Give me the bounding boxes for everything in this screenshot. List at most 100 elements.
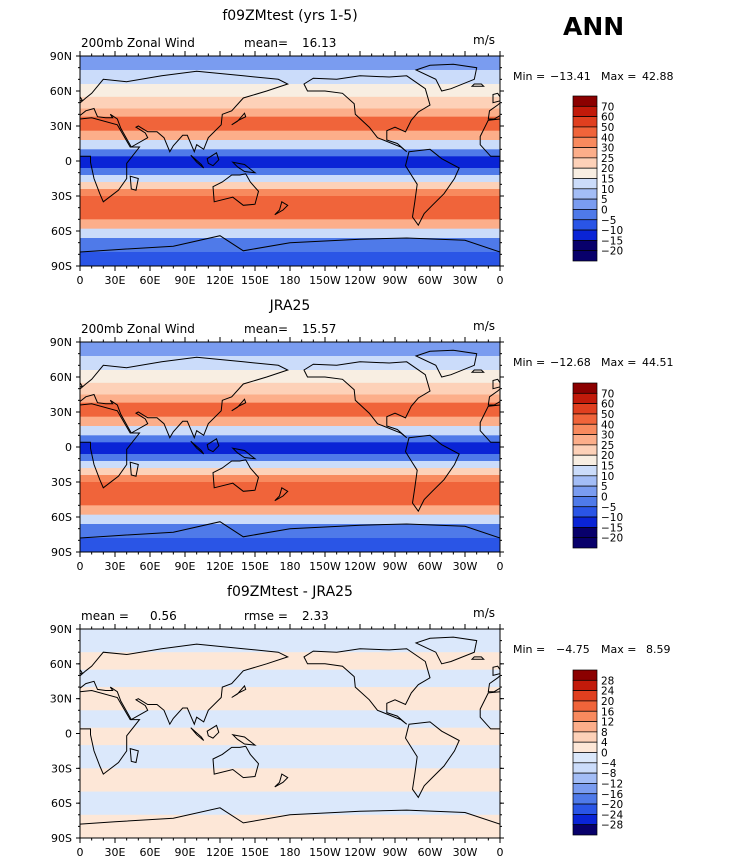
coastline-australia (212, 459, 260, 492)
panel2-band (80, 394, 500, 404)
panel3-min-label: Min = (513, 643, 546, 656)
panel3-band (80, 814, 500, 838)
colorbar-label: 20 (601, 163, 614, 175)
colorbar-label: −20 (601, 533, 623, 545)
coastline-greenland (414, 63, 478, 92)
lon-tick-label: 90E (175, 846, 196, 859)
colorbar-label: 40 (601, 419, 614, 431)
colorbar-label: 8 (601, 727, 608, 739)
panel3-map: 90N 60N 30N 0 30S 60S 90S 0 30E 60E 90E 120E 150E 180… (50, 623, 504, 859)
colorbar-box (572, 423, 598, 435)
coastline-africa (80, 403, 141, 489)
panel1-band (80, 96, 500, 109)
lon-tick-label: 0 (77, 274, 84, 287)
panel3-rmse-value: 2.33 (302, 609, 329, 623)
panel3-band (80, 791, 500, 816)
colorbar-box (572, 679, 598, 691)
panel1-max-label: Max = (601, 70, 637, 83)
panel1-field (80, 56, 500, 266)
panel2-band (80, 454, 500, 462)
panel1-band (80, 219, 500, 230)
lon-tick-label: 90W (383, 560, 408, 573)
lat-tick-label: 30N (50, 120, 72, 133)
lon-tick-label: 0 (497, 560, 504, 573)
panel1-map: 90N 60N 30N 0 30S 60S 90S 0 30E 60E 90E 120E 150E 180… (50, 50, 504, 287)
colorbar-label: 70 (601, 101, 614, 113)
lon-tick-label: 60E (140, 274, 161, 287)
colorbar-label: −10 (601, 512, 623, 524)
colorbar-label: 50 (601, 409, 614, 421)
lon-tick-label: 30E (105, 274, 126, 287)
colorbar-label: −10 (601, 225, 623, 237)
panel3-field (80, 629, 500, 838)
colorbar-label: −4 (601, 758, 617, 770)
panel1-max-value: 42.88 (642, 70, 674, 83)
lon-tick-label: 150W (309, 274, 341, 287)
colorbar-label: 28 (601, 675, 614, 687)
panel3-band (80, 669, 500, 688)
coastline-samerica (404, 721, 460, 799)
panel1-band (80, 130, 500, 141)
panel1-title: f09ZMtest (yrs 1-5) (222, 8, 358, 24)
colorbar-label: 24 (601, 686, 615, 698)
panel3-band (80, 629, 500, 653)
lat-tick-label: 90N (50, 50, 72, 63)
colorbar-box (572, 250, 598, 262)
panel2-variable-label: 200mb Zonal Wind (81, 322, 195, 336)
colorbar-label: 12 (601, 717, 614, 729)
colorbar-label: 10 (601, 184, 614, 196)
panel3-band (80, 745, 500, 769)
colorbar-box (572, 240, 598, 252)
panel2-mean-label: mean= (244, 322, 289, 336)
colorbar-label: 15 (601, 174, 614, 186)
lat-tick-label: 30N (50, 693, 72, 706)
coastline-eurasia (487, 102, 500, 120)
colorbar-box (572, 793, 598, 805)
colorbar-box (572, 167, 598, 179)
colorbar-label: 16 (601, 706, 615, 718)
panel2-band (80, 435, 500, 443)
colorbar-box (572, 485, 598, 497)
season-label: ANN (563, 12, 625, 41)
lon-tick-label: 60W (418, 560, 443, 573)
colorbar-label: 0 (601, 748, 608, 760)
panel2-max-value: 44.51 (642, 356, 674, 369)
coastline-africa (80, 117, 141, 203)
panel3-units: m/s (473, 606, 495, 620)
coastline-madagascar (129, 747, 139, 764)
lat-tick-label: 90N (50, 336, 72, 349)
coastline-eurasia (487, 388, 500, 406)
panel1-band (80, 182, 500, 190)
coastline-sumatra (190, 440, 205, 455)
colorbar-label: 50 (601, 122, 614, 134)
panel3-band (80, 652, 500, 671)
lat-tick-label: 30S (51, 476, 72, 489)
coastline-namerica (303, 361, 431, 439)
panel3-min-value: −4.75 (556, 643, 590, 656)
colorbar-box (572, 537, 598, 549)
coastline-newguinea (231, 733, 257, 746)
lat-tick-label: 90S (51, 546, 72, 559)
coastline-borneo (206, 724, 220, 739)
lon-tick-label: 60E (140, 846, 161, 859)
colorbar-box (572, 475, 598, 487)
colorbar-label: 5 (601, 481, 608, 493)
colorbar-label: −20 (601, 799, 623, 811)
coastline-eurasia (80, 70, 290, 154)
lat-tick-label: 0 (65, 155, 72, 168)
colorbar-label: 10 (601, 471, 614, 483)
lat-tick-label: 0 (65, 441, 72, 454)
colorbar-box (572, 506, 598, 518)
coastline-antarctica (80, 521, 500, 552)
panel2-band (80, 505, 500, 516)
coastline-borneo (206, 152, 220, 167)
colorbar-box (572, 710, 598, 722)
colorbar-box (572, 454, 598, 466)
coastline-samerica (404, 434, 460, 513)
lat-tick-label: 30N (50, 406, 72, 419)
colorbar-label: 30 (601, 430, 614, 442)
colorbar-box (572, 403, 598, 415)
lon-tick-label: 150W (309, 846, 341, 859)
